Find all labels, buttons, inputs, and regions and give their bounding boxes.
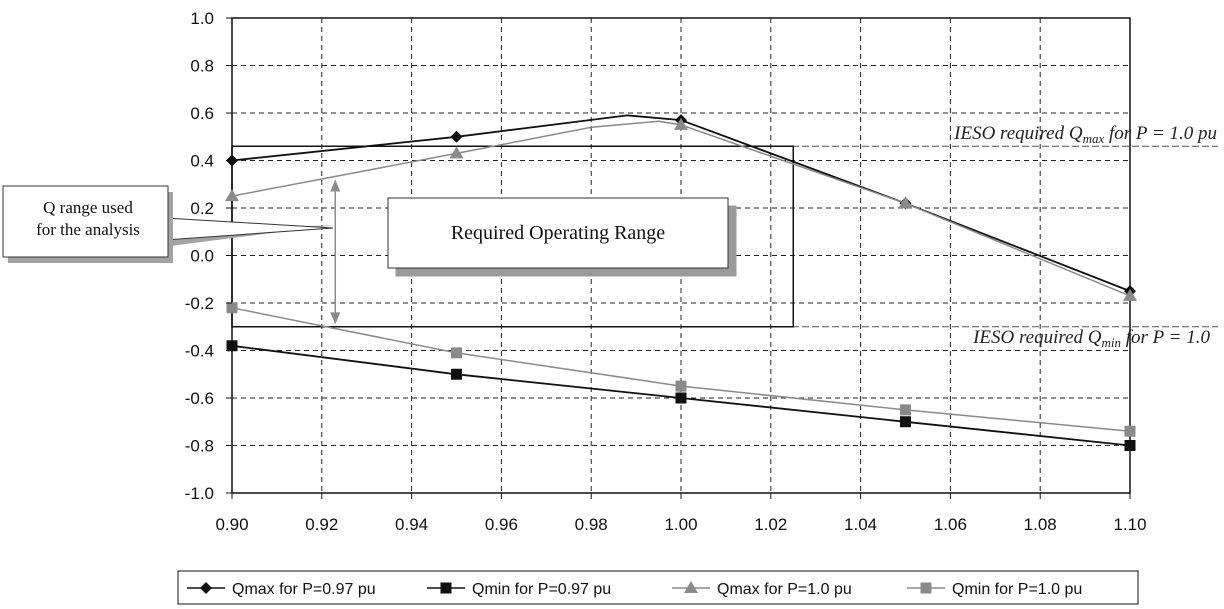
legend-swatch-marker [440,582,452,594]
legend-label: Qmax for P=1.0 pu [717,581,852,598]
data-point [675,380,687,392]
x-tick-label: 1.10 [1113,515,1146,534]
y-tick-label: 0.2 [190,199,214,218]
data-point [451,368,462,380]
legend-label: Qmax for P=0.97 pu [232,581,376,598]
annotations: IESO required Qmax for P = 1.0 pu IESO re… [330,123,1217,350]
legend-label: Qmin for P=0.97 pu [472,581,611,598]
legend-swatch-marker [920,582,932,594]
data-point [900,416,911,428]
data-point [225,189,239,202]
data-point [226,340,238,352]
x-tick-label: 0.94 [395,515,428,534]
x-tick-label: 1.04 [844,515,877,534]
y-tick-label: -0.8 [185,437,214,456]
ieso-qmax-label: IESO required Qmax for P = 1.0 pu [953,123,1217,146]
callout-pointer [164,217,334,241]
data-point [898,196,913,209]
x-tick-label: 0.98 [575,515,608,534]
x-tick-label: 0.90 [215,515,248,534]
legend-swatch-marker [200,582,212,594]
data-point [450,130,463,143]
data-point [1124,440,1136,451]
x-tick-label: 1.08 [1024,515,1057,534]
callout: Q range used for the analysis [2,185,335,263]
data-point [449,146,464,159]
y-tick-label: -0.6 [185,389,214,408]
data-point [226,302,238,314]
operating-range-label-box [387,197,729,269]
data-point [900,404,911,416]
operating-range-label: Required Operating Range [451,222,665,244]
y-tick-label: 0.0 [190,247,214,266]
data-point [1124,425,1136,437]
callout-text: for the analysis [36,220,140,239]
x-tick-label: 1.02 [754,515,787,534]
y-tick-label: 0.6 [190,104,214,123]
axis-labels: 0.90 0.92 0.94 0.96 0.98 1.00 1.02 1.04 1.06 1.08… [185,9,1147,534]
y-tick-label: -0.2 [185,294,214,313]
y-tick-label: 0.4 [190,152,214,171]
x-tick-label: 0.92 [305,515,338,534]
legend-label: Qmin for P=1.0 pu [952,581,1082,598]
x-tick-label: 0.96 [485,515,518,534]
callout-text: Q range used [43,198,133,217]
data-point [674,117,688,130]
y-tick-label: 0.8 [190,57,214,76]
y-tick-label: 1.0 [190,9,214,28]
y-tick-label: -1.0 [185,484,214,503]
legend: Qmax for P=0.97 pu Qmin for P=0.97 pu Qmax… [177,570,1139,605]
y-tick-label: -0.4 [185,342,214,361]
callout-box [2,185,169,258]
x-tick-label: 1.00 [664,515,697,534]
legend-box [177,570,1139,605]
series-layer [225,114,1137,451]
legend-swatch-marker [684,581,698,593]
data-point [1123,288,1137,301]
x-tick-label: 1.06 [934,515,967,534]
data-point [675,392,687,404]
data-point [451,347,462,359]
q-range-arrow-head-down [330,312,341,325]
q-range-arrow-head-up [330,179,341,192]
ieso-qmin-label: IESO required Qmin for P = 1.0 [972,327,1210,350]
